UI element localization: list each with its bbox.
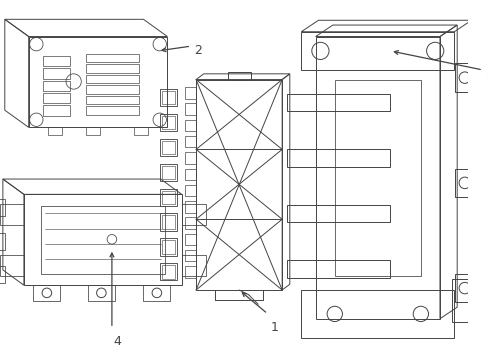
Bar xyxy=(451,279,478,321)
Bar xyxy=(160,189,177,206)
Bar xyxy=(160,114,177,131)
Bar xyxy=(160,263,177,280)
Bar xyxy=(162,166,175,179)
Bar xyxy=(160,238,177,256)
Bar xyxy=(162,141,175,154)
Bar xyxy=(184,250,196,261)
Bar xyxy=(184,152,196,164)
Bar xyxy=(184,266,196,278)
Bar xyxy=(162,215,175,229)
Bar xyxy=(184,217,196,229)
Bar xyxy=(184,136,196,148)
Bar xyxy=(162,240,175,254)
Bar xyxy=(86,96,139,104)
Bar xyxy=(160,139,177,156)
Bar xyxy=(43,105,70,116)
Bar xyxy=(0,255,24,276)
Bar xyxy=(184,120,196,131)
Bar xyxy=(29,36,167,127)
Bar xyxy=(0,233,5,250)
Bar xyxy=(301,32,453,70)
Bar xyxy=(184,168,196,180)
Bar xyxy=(454,63,475,92)
Bar xyxy=(184,201,196,212)
Bar xyxy=(196,80,282,290)
Bar xyxy=(43,93,70,103)
Text: 3: 3 xyxy=(485,66,488,79)
Bar xyxy=(160,89,177,106)
Bar xyxy=(227,72,250,80)
Bar xyxy=(0,204,24,225)
Bar xyxy=(88,285,115,301)
Bar xyxy=(43,68,70,78)
Bar xyxy=(86,85,139,94)
Bar xyxy=(0,199,5,216)
Bar xyxy=(315,36,439,319)
Bar xyxy=(86,106,139,115)
Bar xyxy=(43,56,70,66)
Bar xyxy=(160,164,177,181)
Bar xyxy=(184,87,196,99)
Bar xyxy=(24,194,182,285)
Bar xyxy=(184,234,196,245)
Bar xyxy=(143,285,170,301)
Bar xyxy=(162,91,175,104)
Bar xyxy=(86,127,100,135)
Bar xyxy=(182,255,205,276)
Bar xyxy=(33,285,60,301)
Bar xyxy=(162,190,175,204)
Bar xyxy=(182,204,205,225)
Bar xyxy=(454,168,475,197)
Bar xyxy=(454,274,475,302)
Bar xyxy=(301,290,453,338)
Text: 2: 2 xyxy=(194,44,202,57)
Bar xyxy=(162,265,175,279)
Bar xyxy=(160,213,177,231)
Text: 1: 1 xyxy=(270,321,278,334)
Bar xyxy=(86,54,139,62)
Bar xyxy=(162,116,175,129)
Bar xyxy=(184,185,196,196)
Bar xyxy=(0,266,5,283)
Bar xyxy=(334,80,420,276)
Bar xyxy=(134,127,148,135)
Bar xyxy=(184,103,196,115)
Bar xyxy=(41,206,164,274)
Bar xyxy=(86,64,139,73)
Bar xyxy=(86,75,139,84)
Bar xyxy=(48,127,62,135)
Text: 4: 4 xyxy=(114,335,122,348)
Bar xyxy=(43,81,70,91)
